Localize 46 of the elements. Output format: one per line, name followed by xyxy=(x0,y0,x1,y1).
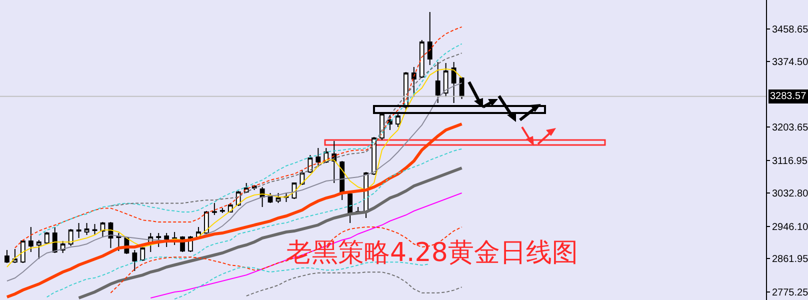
candlestick xyxy=(204,210,209,235)
candlestick xyxy=(164,232,170,248)
y-tick-label: 2861.95 xyxy=(772,254,808,266)
y-tick-label: 3374.50 xyxy=(772,56,808,68)
line-series xyxy=(38,43,462,236)
candlestick xyxy=(84,222,90,236)
candlestick xyxy=(419,39,424,79)
candlestick xyxy=(20,240,26,264)
candlestick xyxy=(372,136,376,176)
candlestick xyxy=(212,202,217,216)
candlestick xyxy=(44,232,50,244)
candlestick xyxy=(348,192,353,224)
candlestick xyxy=(435,62,440,104)
y-tick-label: 3203.65 xyxy=(772,122,808,134)
y-tick-label: 3032.80 xyxy=(772,188,808,200)
candlestick xyxy=(451,62,456,104)
candlestick xyxy=(28,226,34,252)
candlestick xyxy=(4,250,10,264)
candlestick xyxy=(340,160,345,200)
candlestick xyxy=(220,208,225,214)
y-tick-label: 3116.95 xyxy=(772,156,808,167)
line-series xyxy=(110,52,462,206)
candlestick xyxy=(132,250,138,272)
y-tick-label: 2775.25 xyxy=(772,288,808,299)
candlestick xyxy=(276,192,281,204)
candlestick xyxy=(308,154,313,174)
candlestick xyxy=(172,232,177,246)
candlestick xyxy=(396,112,400,128)
ref-line-label: 3283.57 xyxy=(770,91,807,102)
candlestick xyxy=(411,66,416,98)
candlestick xyxy=(12,248,18,264)
y-tick-label: 3458.65 xyxy=(772,24,808,36)
candlestick xyxy=(36,240,42,260)
y-tick-label: 2946.10 xyxy=(772,222,808,233)
line-series xyxy=(246,272,462,296)
candlestick xyxy=(92,223,98,235)
candlestick xyxy=(459,76,464,100)
candlestick xyxy=(156,232,162,248)
candlestick xyxy=(316,148,321,168)
candlestick xyxy=(443,62,448,98)
candlestick xyxy=(427,12,432,66)
candlestick xyxy=(140,246,146,262)
candlestick xyxy=(76,222,82,239)
candlestick xyxy=(52,226,58,254)
candlestick xyxy=(68,228,74,246)
candlestick xyxy=(116,232,122,252)
